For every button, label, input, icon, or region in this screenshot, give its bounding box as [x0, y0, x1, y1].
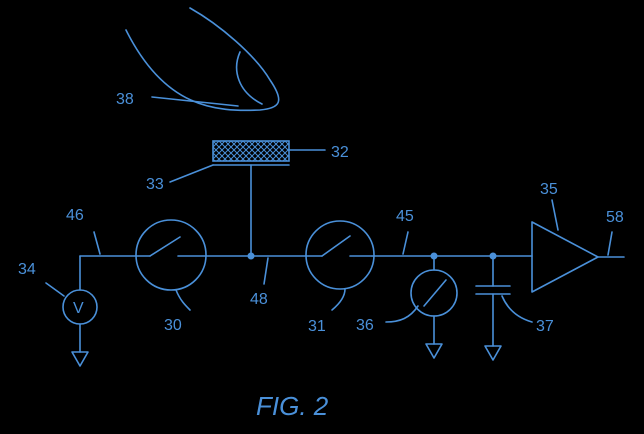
current-source	[411, 270, 457, 316]
finger-icon	[126, 8, 279, 110]
capacitor	[476, 286, 510, 294]
label-46: 46	[66, 207, 84, 224]
label-58: 58	[606, 209, 624, 226]
cap-leader	[502, 296, 532, 322]
sensor-pad	[213, 141, 289, 165]
label-30: 30	[164, 317, 182, 334]
figure-caption: FIG. 2	[256, 391, 329, 421]
isource-leader	[386, 306, 418, 322]
amplifier	[532, 222, 598, 292]
label-38: 38	[116, 91, 134, 108]
amp-leader	[552, 200, 558, 230]
label-35: 35	[540, 181, 558, 198]
label-33: 33	[146, 176, 164, 193]
line45-leader	[403, 232, 408, 254]
switch30-leader	[176, 290, 190, 310]
ground-icon	[426, 344, 442, 358]
node48-leader	[264, 258, 268, 284]
label-36: 36	[356, 317, 374, 334]
voltage-source: V	[63, 290, 97, 324]
line46-leader	[94, 232, 100, 254]
vsource-leader	[46, 283, 64, 296]
label-31: 31	[308, 318, 326, 335]
label-34: 34	[18, 261, 36, 278]
voltage-source-symbol: V	[73, 300, 84, 317]
output-leader	[608, 232, 612, 255]
switch-left	[136, 220, 206, 290]
ground-icon	[485, 346, 501, 360]
label-32: 32	[331, 144, 349, 161]
switch-right	[306, 221, 374, 289]
pad-base-leader	[170, 165, 213, 182]
switch31-leader	[332, 289, 345, 310]
label-45: 45	[396, 208, 414, 225]
junction-48	[248, 253, 255, 260]
ground-icon	[72, 352, 88, 366]
label-37: 37	[536, 318, 554, 335]
label-48: 48	[250, 291, 268, 308]
finger-leader	[152, 97, 238, 106]
